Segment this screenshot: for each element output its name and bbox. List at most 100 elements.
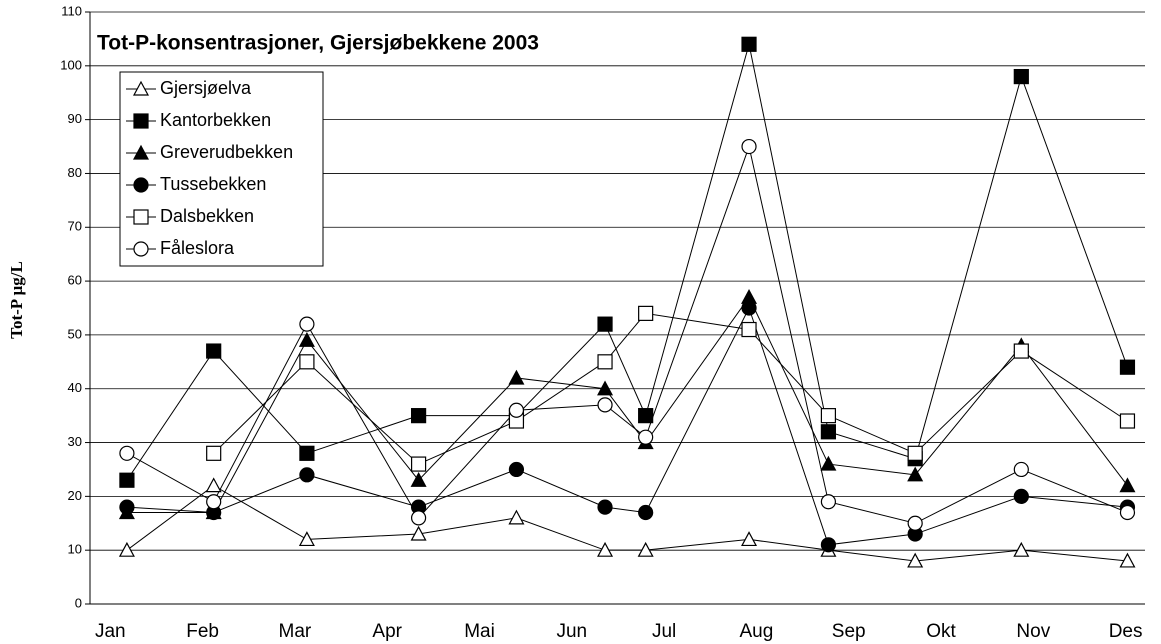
marker — [907, 466, 924, 482]
series-line — [126, 485, 1128, 562]
legend-marker — [132, 144, 150, 160]
marker — [299, 354, 315, 370]
marker — [299, 316, 315, 332]
legend-box — [119, 71, 324, 267]
marker — [410, 510, 427, 526]
x-tick-label: Apr — [372, 621, 402, 642]
marker — [206, 343, 222, 359]
legend-label: Tussebekken — [160, 174, 266, 194]
marker — [1119, 477, 1136, 493]
marker — [205, 477, 222, 493]
x-tick-label: Mai — [464, 621, 495, 642]
marker — [638, 305, 654, 321]
y-tick-label: 70 — [68, 219, 82, 234]
marker — [1119, 359, 1136, 375]
series-line — [126, 296, 1128, 514]
y-tick-label: 110 — [61, 3, 82, 18]
marker — [741, 300, 757, 316]
x-tick-label: Jan — [95, 621, 126, 642]
marker — [299, 467, 315, 483]
legend-marker — [132, 80, 150, 96]
series-line — [126, 306, 1128, 546]
series-line — [126, 144, 1128, 524]
marker — [1119, 413, 1136, 429]
marker — [298, 332, 315, 347]
marker — [206, 494, 222, 510]
marker — [597, 316, 613, 332]
marker — [118, 541, 135, 557]
marker — [638, 504, 654, 521]
marker — [1013, 343, 1029, 359]
legend-label: Kantorbekken — [160, 110, 271, 130]
marker — [820, 494, 837, 510]
y-tick-label: 20 — [68, 488, 82, 503]
marker — [1013, 541, 1030, 557]
chart-title: Tot-P-konsentrasjoner, Gjersjøbekkene 20… — [97, 32, 539, 55]
marker — [299, 445, 315, 461]
x-tick-label: Okt — [926, 621, 956, 642]
legend-label: Dalsbekken — [160, 206, 254, 226]
y-tick-label: 10 — [68, 542, 82, 557]
x-tick-label: Mar — [279, 621, 312, 642]
marker — [508, 402, 525, 418]
x-tick-label: Nov — [1016, 621, 1050, 642]
marker — [119, 445, 135, 461]
y-tick-label: 90 — [68, 111, 82, 126]
marker — [638, 429, 654, 445]
marker — [638, 408, 654, 424]
marker — [410, 408, 427, 424]
y-tick-label: 50 — [68, 326, 82, 341]
x-tick-label: Jul — [652, 621, 676, 642]
legend-label: Greverudbekken — [160, 142, 293, 162]
x-tick-label: Des — [1109, 621, 1143, 642]
marker — [508, 461, 525, 478]
marker — [1013, 461, 1029, 478]
marker — [741, 36, 757, 52]
marker — [119, 499, 135, 515]
legend-label: Gjersjøelva — [160, 78, 252, 98]
marker — [206, 445, 222, 461]
marker — [597, 354, 613, 370]
y-tick-label: 0 — [75, 595, 82, 610]
marker — [119, 472, 135, 488]
marker — [820, 455, 837, 471]
legend-marker — [133, 209, 149, 225]
marker — [298, 531, 315, 547]
marker — [410, 456, 427, 472]
marker — [597, 397, 613, 413]
marker — [820, 408, 837, 424]
series-line — [126, 44, 1128, 481]
marker — [907, 445, 923, 461]
y-tick-label: 30 — [68, 434, 82, 449]
marker — [597, 499, 613, 515]
marker — [410, 471, 427, 487]
marker — [637, 541, 654, 557]
marker — [597, 541, 614, 557]
marker — [508, 369, 525, 385]
marker — [1119, 552, 1136, 568]
x-tick-label: Jun — [556, 621, 587, 642]
x-tick-label: Aug — [740, 621, 774, 642]
y-tick-label: 100 — [60, 57, 82, 72]
marker — [741, 138, 757, 155]
marker — [741, 531, 758, 547]
marker — [907, 515, 923, 531]
marker — [1013, 488, 1029, 504]
legend-marker — [133, 241, 149, 257]
y-axis-label: Tot-P µg/L — [7, 261, 26, 339]
y-tick-label: 80 — [68, 165, 82, 180]
x-tick-label: Sep — [832, 621, 866, 642]
legend-marker — [133, 177, 149, 193]
marker — [410, 525, 427, 541]
y-tick-label: 60 — [68, 273, 82, 288]
marker — [1013, 68, 1029, 85]
marker — [907, 552, 924, 568]
y-tick-label: 40 — [68, 380, 82, 395]
marker — [820, 424, 837, 440]
marker — [1119, 504, 1136, 521]
x-tick-label: Feb — [186, 621, 219, 642]
marker — [597, 380, 614, 396]
legend-label: Fåleslora — [160, 238, 235, 258]
legend-marker — [133, 113, 149, 129]
